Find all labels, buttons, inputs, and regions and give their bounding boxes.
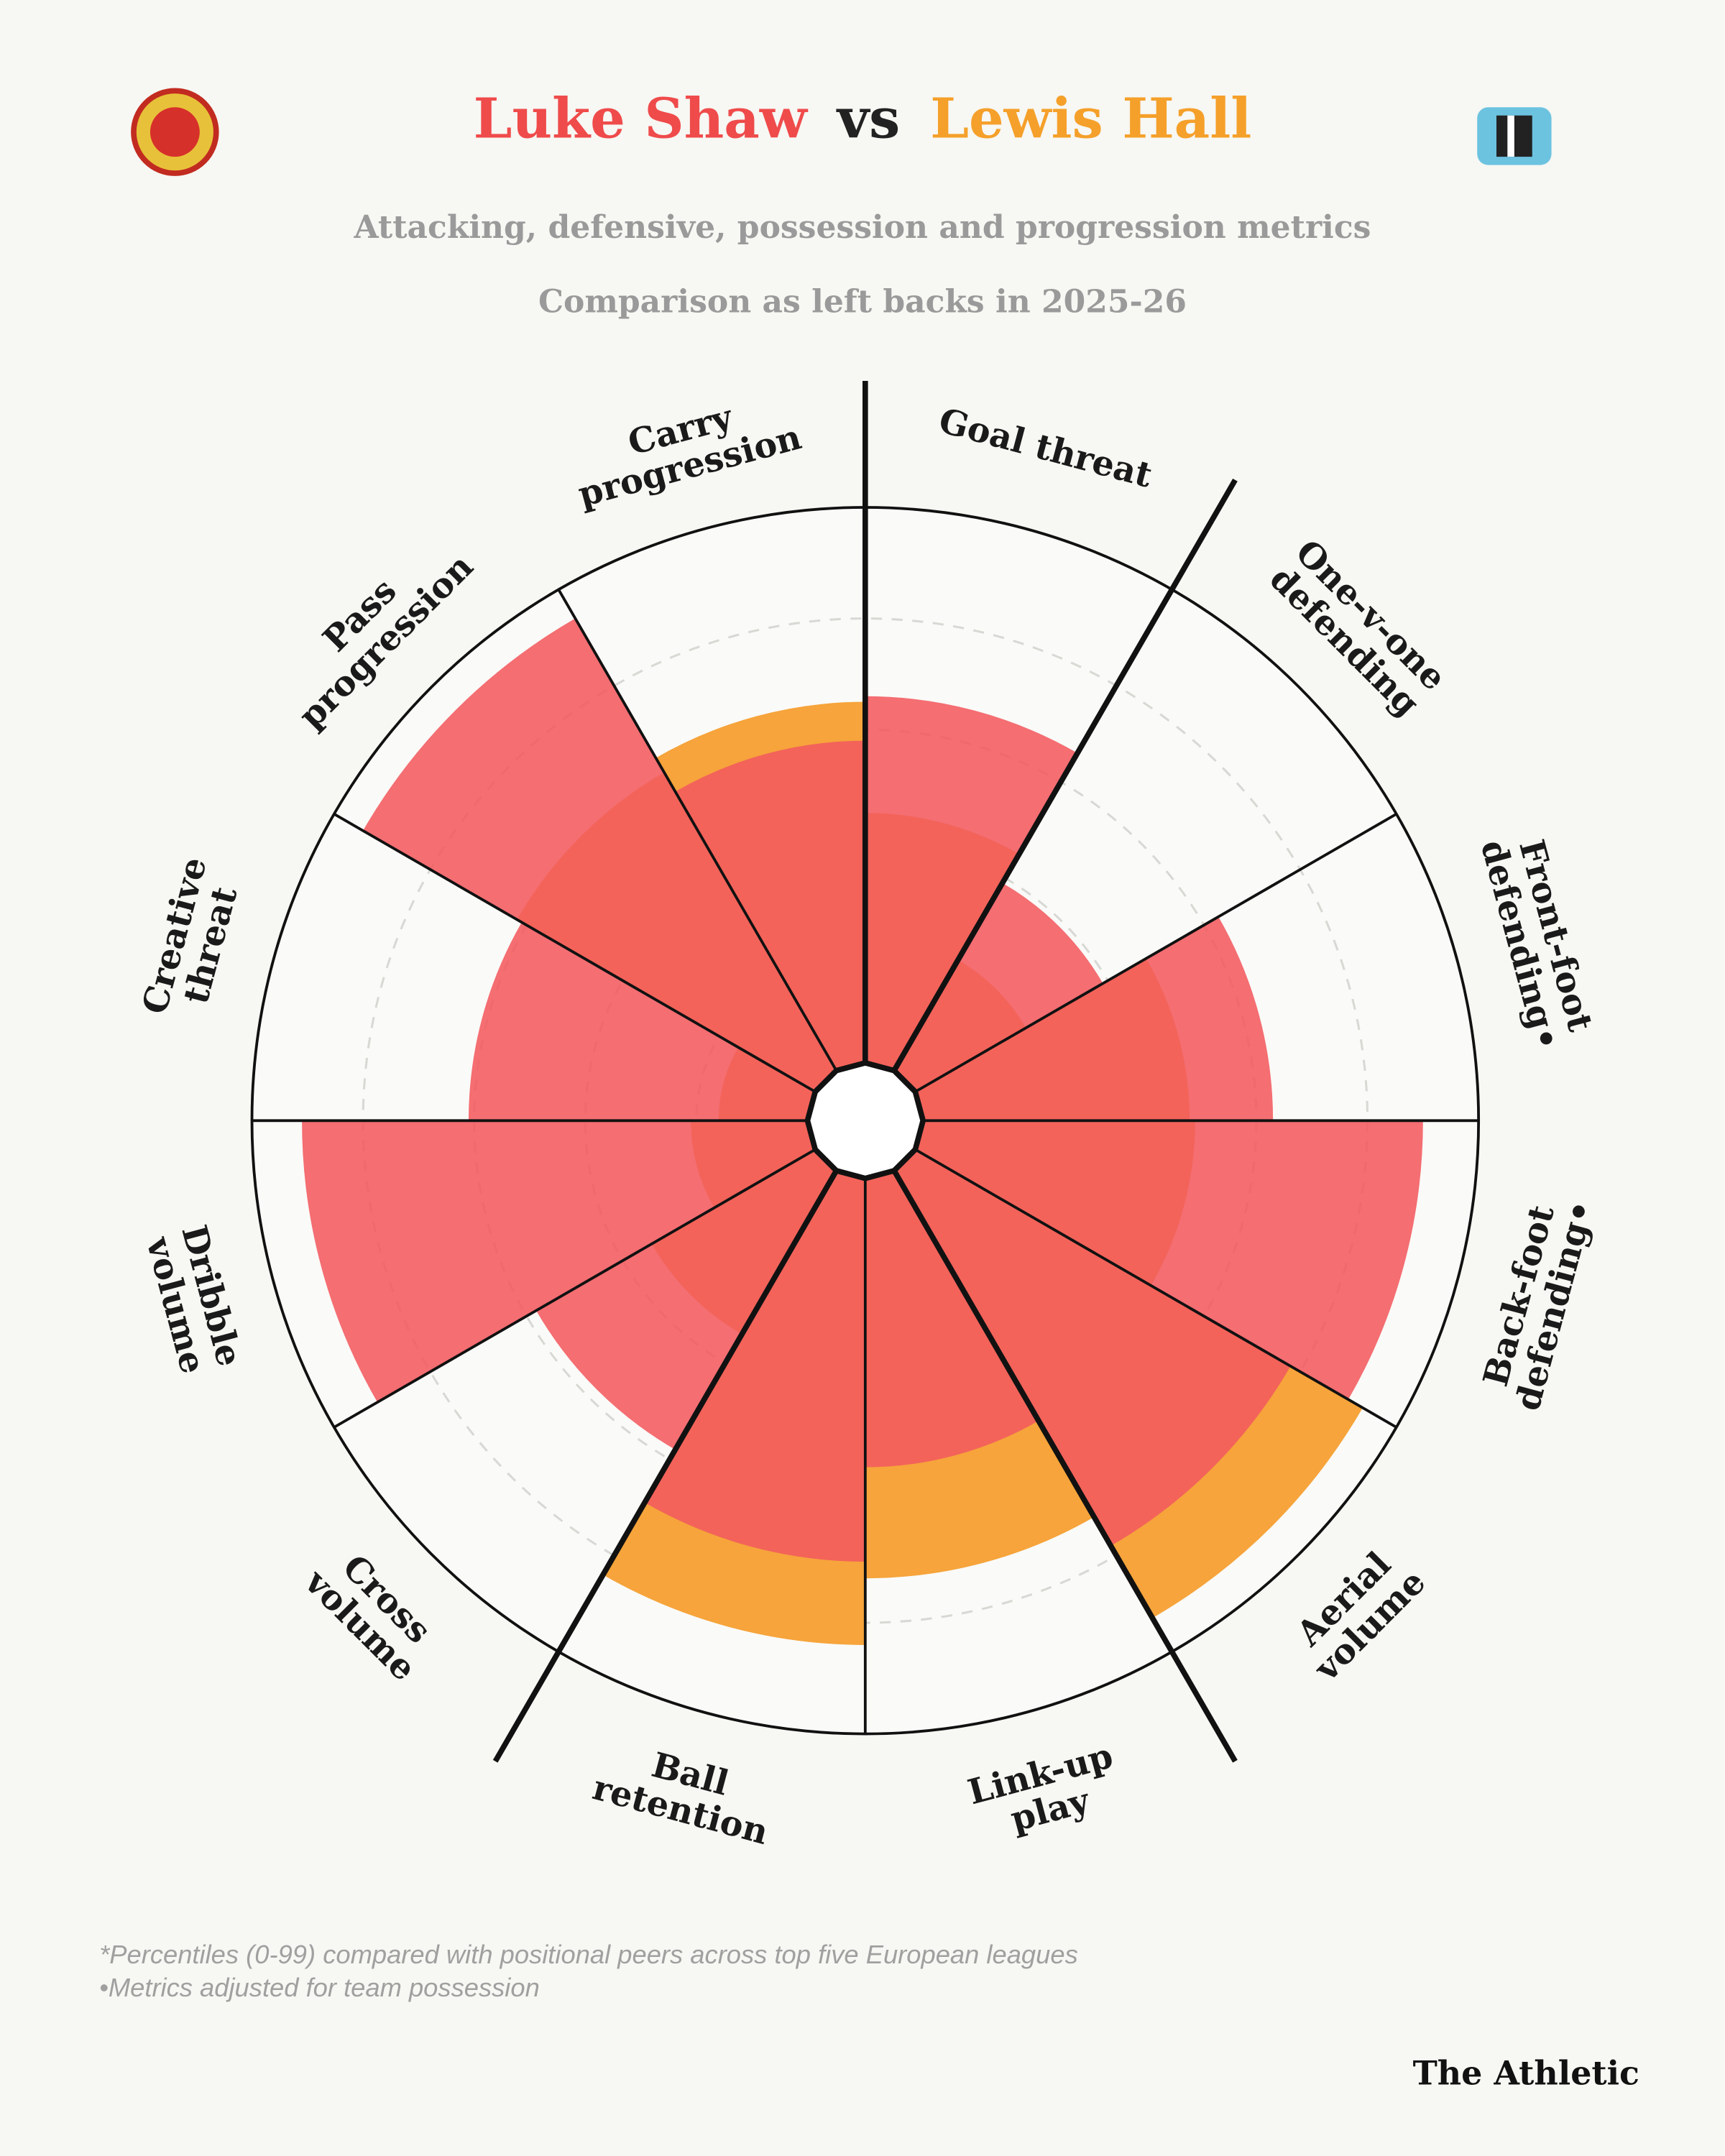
center-hub xyxy=(804,1059,926,1181)
sector-divider xyxy=(891,478,1238,1072)
sector-bar xyxy=(865,1170,1039,1468)
footnote: *Percentiles (0-99) compared with positi… xyxy=(99,1940,1078,1969)
sector-bar xyxy=(644,1170,865,1562)
title-series-a: Luke Shaw xyxy=(474,86,809,151)
title-separator: vs xyxy=(836,86,901,151)
chart-title: Luke Shaw vs Lewis Hall xyxy=(474,86,1252,151)
sector-bar xyxy=(535,1149,837,1450)
title-series-b: Lewis Hall xyxy=(930,86,1251,151)
sector-divider xyxy=(333,1148,816,1429)
footnote: •Metrics adjusted for team possession xyxy=(99,1973,540,2002)
sector-bar xyxy=(915,916,1274,1121)
subtitle: Comparison as left backs in 2025-26 xyxy=(538,283,1187,320)
subtitle: Attacking, defensive, possession and pro… xyxy=(354,209,1371,246)
sector-bar xyxy=(302,1120,816,1403)
sector-bar xyxy=(894,1149,1291,1547)
sector-divider xyxy=(492,1169,839,1763)
sector-bar xyxy=(362,618,837,1092)
sector-divider xyxy=(557,589,838,1072)
sector-bar xyxy=(894,883,1103,1092)
sector-divider xyxy=(914,812,1397,1093)
sector-bar xyxy=(915,1120,1423,1400)
sector-bar xyxy=(468,922,816,1121)
sector-divider xyxy=(333,812,816,1093)
source: The Athletic xyxy=(1413,2054,1639,2093)
sector-bar xyxy=(865,696,1078,1071)
club-badge-left xyxy=(131,88,219,176)
sector-divider xyxy=(891,1169,1238,1763)
club-badge-right xyxy=(1477,107,1552,165)
sector-divider xyxy=(914,1148,1397,1429)
sector-bar xyxy=(675,740,865,1071)
